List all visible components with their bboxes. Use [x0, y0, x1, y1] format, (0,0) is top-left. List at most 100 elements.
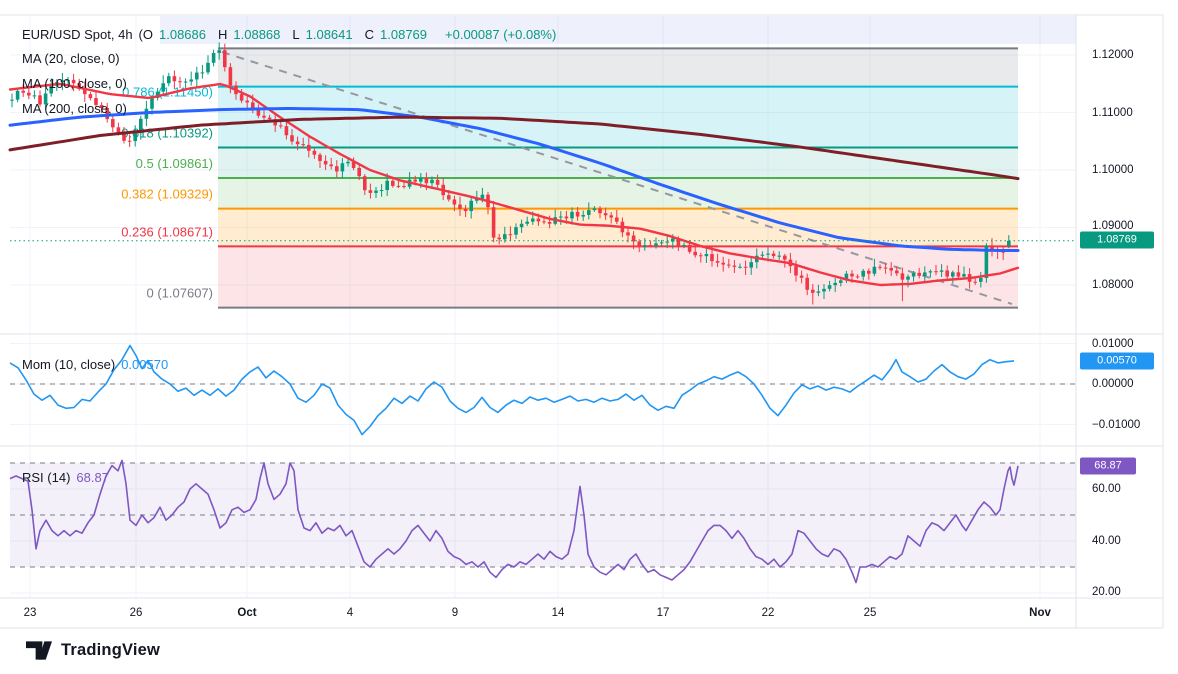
candle-body [693, 251, 697, 256]
candle-body [150, 98, 154, 109]
candle-body [21, 90, 25, 93]
legend-highlight-band [160, 16, 1076, 44]
candle-body [794, 266, 798, 276]
candle-body [284, 126, 289, 136]
candle-body [816, 291, 821, 293]
candle-body [301, 144, 305, 146]
candle-body [928, 271, 933, 273]
candle-body [508, 234, 513, 236]
candle-body [682, 244, 686, 246]
candle-body [637, 241, 641, 248]
candle-body [665, 241, 669, 243]
candle-body [245, 100, 249, 103]
candle-body [615, 217, 619, 222]
candle-body [239, 94, 244, 101]
candle-body [575, 211, 580, 217]
candle-body [951, 272, 955, 277]
candle-body [889, 267, 893, 271]
candle-body [60, 80, 65, 83]
candle-body [83, 88, 87, 95]
candle-body [228, 67, 233, 86]
candle-body [312, 150, 317, 155]
candle-body [514, 227, 518, 235]
candle-body [211, 52, 216, 63]
candle-body [979, 278, 983, 282]
candle-body [251, 102, 255, 110]
candle-body [805, 277, 809, 290]
fib-label-0.618: 0.618 (1.10392) [121, 125, 213, 140]
candle-body [279, 125, 283, 127]
candle-body [497, 237, 501, 240]
candle-body [256, 109, 261, 116]
candle-body [183, 81, 188, 83]
candle-body [307, 144, 311, 151]
candle-body [200, 72, 205, 74]
candle-body [956, 272, 961, 277]
candle-body [855, 276, 860, 278]
candle-body [525, 221, 529, 224]
candle-body [900, 273, 905, 280]
candle-body [564, 216, 569, 219]
candle-body [491, 207, 496, 238]
candle-body [368, 190, 373, 193]
candle-body [1001, 251, 1005, 253]
candle-body [480, 194, 485, 199]
candle-body [631, 235, 636, 242]
candle-body [267, 117, 272, 120]
candle-body [671, 238, 675, 242]
candle-body [883, 267, 888, 269]
candle-body [161, 83, 165, 92]
candle-body [206, 62, 210, 73]
candle-body [654, 243, 658, 246]
candle-body [609, 215, 613, 218]
candle-body [547, 222, 552, 224]
candle-body [217, 50, 221, 53]
candle-body [531, 218, 535, 222]
candle-body [939, 270, 944, 272]
candle-body [822, 288, 826, 292]
candle-body [133, 133, 137, 142]
candle-body [15, 90, 20, 100]
candle-body [917, 272, 921, 276]
candle-body [111, 119, 115, 128]
candle-body [743, 266, 748, 268]
candle-body [452, 199, 457, 205]
fib-label-0: 0 (1.07607) [147, 286, 214, 301]
candle-body [676, 238, 681, 246]
candle-body [105, 108, 109, 120]
candle-body [66, 79, 70, 81]
candle-body [570, 211, 574, 219]
candle-body [973, 281, 977, 283]
candle-body [178, 81, 182, 83]
candle-body [32, 95, 37, 97]
candle-body [536, 218, 541, 222]
fib-zone-1 [218, 48, 1018, 87]
candle-body [603, 213, 608, 216]
candle-body [430, 179, 434, 184]
candle-body [295, 141, 300, 145]
candle-body [290, 135, 294, 142]
candle-body [43, 93, 48, 105]
candle-body [827, 285, 832, 289]
candle-body [833, 282, 837, 286]
ma-line-20 [8, 82, 1020, 287]
candle-body [116, 127, 121, 134]
candle-body [839, 280, 843, 283]
candle-body [139, 118, 143, 134]
candle-body [88, 94, 93, 99]
candle-body [503, 234, 507, 240]
candle-body [766, 253, 770, 255]
candle-body [587, 210, 591, 215]
fib-label-0.5: 0.5 (1.09861) [136, 156, 213, 171]
candle-body [447, 195, 451, 200]
candle-body [850, 273, 854, 277]
candle-body [923, 272, 927, 276]
candle-body [413, 179, 417, 182]
candle-body [189, 79, 193, 82]
candle-body [962, 274, 966, 277]
candle-body [867, 270, 871, 274]
candle-body [581, 214, 585, 217]
candle-body [771, 253, 776, 256]
